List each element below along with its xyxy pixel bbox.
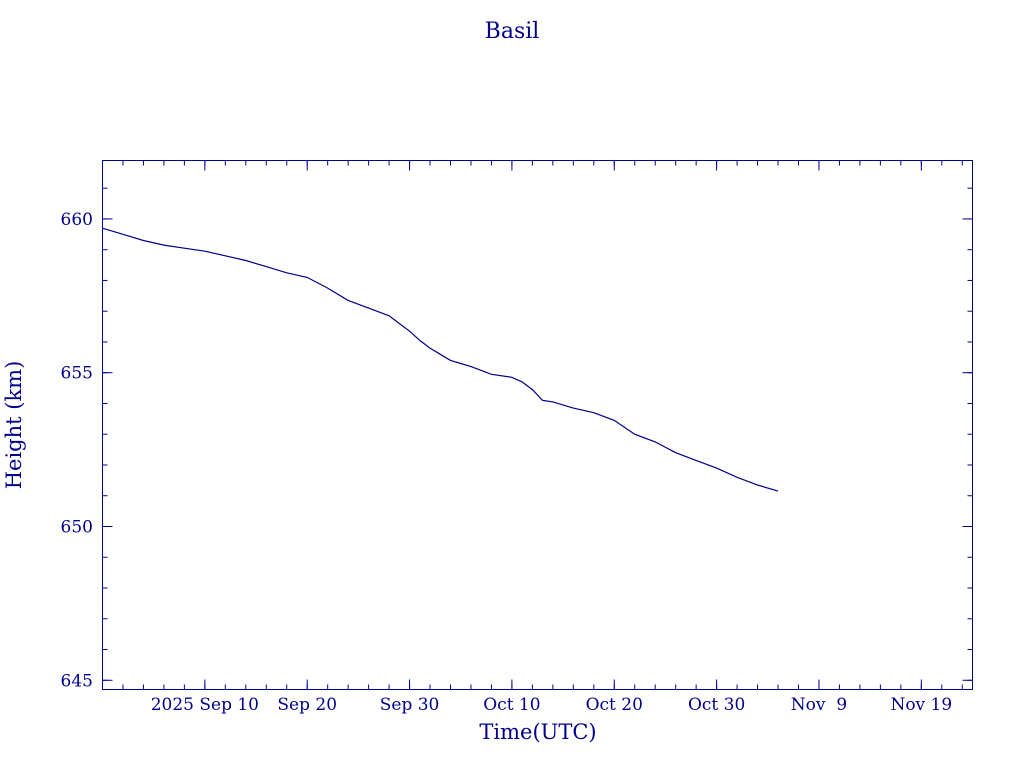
- axis-tick-labels: 2025 Sep 10 Sep 20 Sep 30 Oct 10 Oct 20 Oct 3…: [61, 210, 953, 715]
- x-tick-label: Nov 19: [890, 695, 952, 715]
- x-tick-label: 2025 Sep 10: [151, 695, 259, 715]
- x-tick-label: Oct 10: [483, 695, 540, 715]
- plot-frame: [102, 160, 973, 690]
- x-tick-label: Oct 30: [688, 695, 745, 715]
- y-tick-label: 650: [61, 517, 93, 537]
- axis-ticks: [102, 160, 973, 690]
- y-tick-label: 660: [61, 210, 93, 230]
- series-line: [102, 227, 779, 492]
- y-tick-label: 645: [61, 671, 93, 691]
- x-tick-label: Sep 30: [380, 695, 440, 715]
- y-tick-label: 655: [61, 364, 93, 384]
- x-axis-title: Time(UTC): [479, 720, 596, 744]
- x-tick-label: Nov 9: [791, 695, 847, 715]
- x-tick-label: Oct 20: [586, 695, 643, 715]
- x-tick-label: Sep 20: [277, 695, 337, 715]
- y-axis-title: Height (km): [2, 361, 26, 490]
- chart-title: Basil: [485, 19, 540, 44]
